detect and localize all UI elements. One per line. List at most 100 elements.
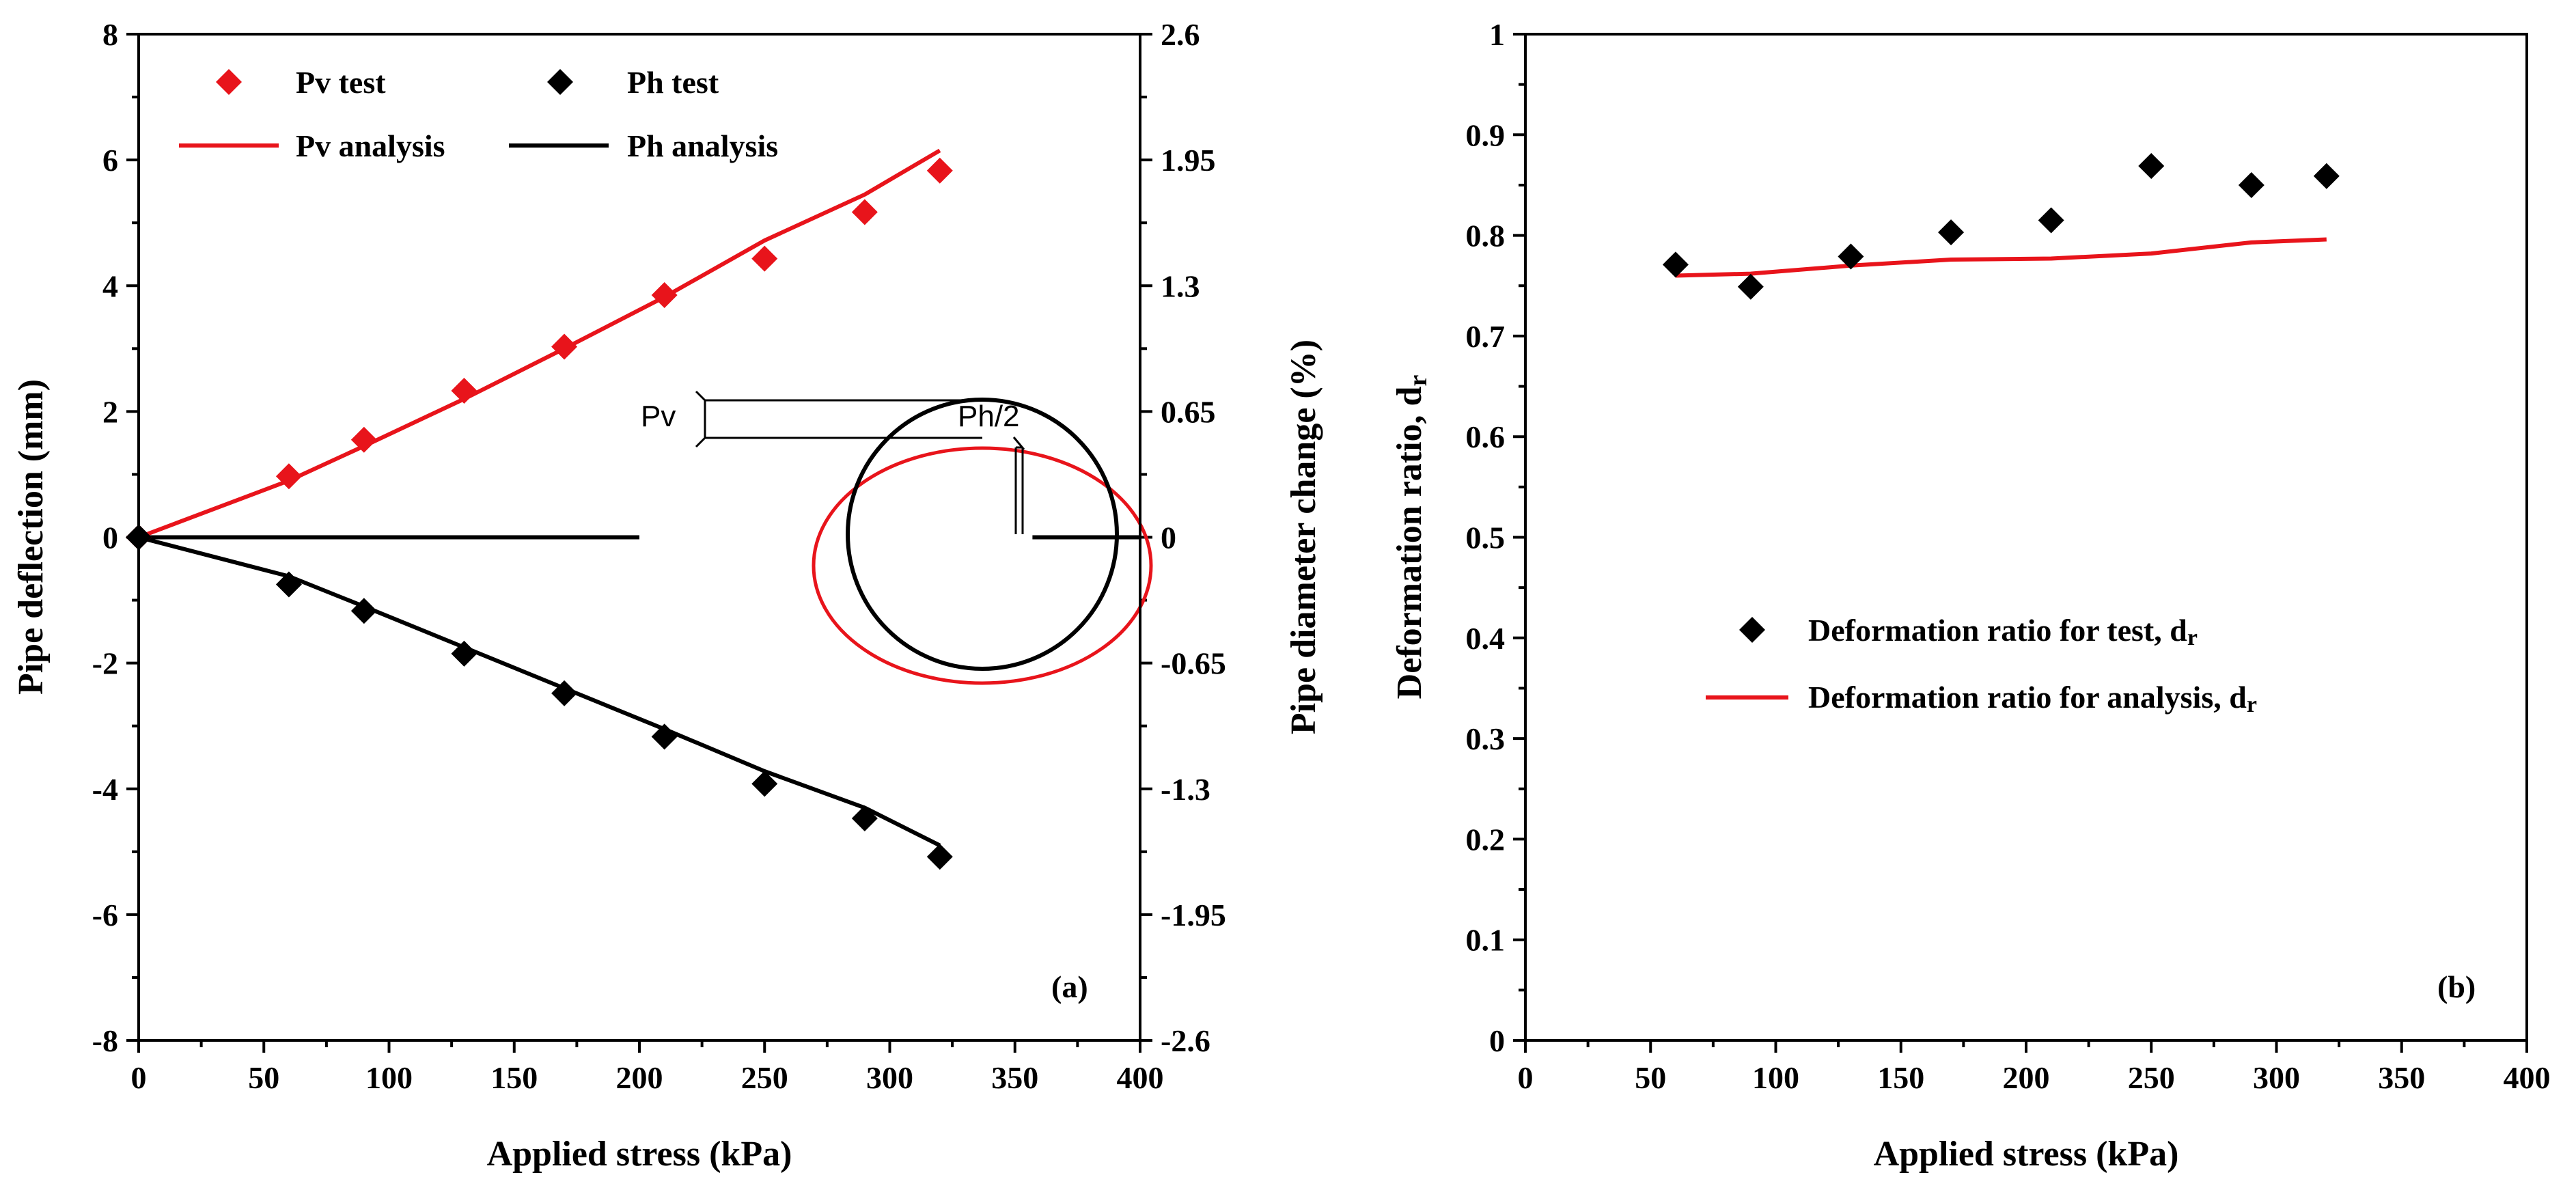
- y-right-tick-label: -0.65: [1161, 646, 1226, 681]
- data-point-ph-test: [451, 640, 477, 667]
- data-point-pv-test: [451, 377, 477, 404]
- y-right-tick-label: -2.6: [1161, 1023, 1210, 1058]
- y-right-tick-label: -1.95: [1161, 898, 1226, 932]
- y-axis-title-b-text: Deformation ratio, d: [1390, 386, 1429, 699]
- y-tick-label: -4: [92, 772, 118, 807]
- legend-label-test-text: Deformation ratio for test, d: [1808, 613, 2187, 648]
- axis-ticks-a: 0 50 100 150 200 250 300 350 400 -8 -6 -4 -2 0 2 4 6 8 -2.…: [92, 17, 1226, 1095]
- y-tick-label: -2: [92, 646, 118, 681]
- data-point-pv-test: [651, 282, 678, 309]
- legend-label-ph-analysis: Ph analysis: [627, 128, 778, 163]
- data-point-ph-test: [651, 723, 678, 750]
- plot-frame-b: [1524, 33, 2528, 1042]
- y-tick-label: 0.3: [1466, 721, 1506, 756]
- y-tick-label: 0.4: [1466, 621, 1506, 656]
- x-axis-title-a: Applied stress (kPa): [487, 1135, 792, 1174]
- chart-panel-b: 0 50 100 150 200 250 300 350 400 0 0.1 0.2 0.3 0.4 0.5…: [1390, 17, 2551, 1174]
- legend-marker-pv-test: [216, 69, 242, 95]
- legend-label-ph-test: Ph test: [627, 65, 719, 100]
- inset-label-ph: Ph/2: [958, 400, 1020, 433]
- data-point-ph-test: [350, 598, 377, 624]
- data-point-ph-test: [751, 771, 778, 797]
- ph-tick: [1012, 437, 1025, 450]
- data-point-deformation-ratio-for-test: [1662, 251, 1689, 278]
- x-tick-label: 50: [248, 1060, 279, 1095]
- x-axis-title-b: Applied stress (kPa): [1874, 1135, 2179, 1174]
- y-tick-label: -6: [92, 898, 118, 932]
- y-axis-title-a: Pipe deflection (mm): [12, 379, 51, 695]
- data-point-ph-test: [926, 844, 953, 870]
- axis-ticks-b: 0 50 100 150 200 250 300 350 400 0 0.1 0.2 0.3 0.4 0.5…: [1466, 17, 2551, 1095]
- y-tick-label: 8: [102, 17, 118, 52]
- legend-label-analysis-text: Deformation ratio for analysis, d: [1808, 680, 2247, 715]
- data-point-pv-test: [551, 333, 578, 360]
- data-point-pv-test: [926, 157, 953, 184]
- y-tick-label: 6: [102, 143, 118, 178]
- y-tick-label: 0: [102, 521, 118, 555]
- y-tick-label: 0.5: [1466, 521, 1506, 555]
- data-point-ph-test: [851, 805, 878, 832]
- deformed-pipe-ellipse: [812, 446, 1153, 685]
- data-point-ph-test: [551, 680, 578, 706]
- y-tick-label: 0.8: [1466, 219, 1506, 253]
- x-tick-label: 100: [365, 1060, 413, 1095]
- y-tick-label: 2: [102, 394, 118, 429]
- legend-b: Deformation ratio for test, dr Deformati…: [1706, 613, 2257, 717]
- y-right-tick-label: 0: [1161, 521, 1176, 555]
- x-tick-label: 200: [616, 1060, 663, 1095]
- data-point-deformation-ratio-for-test: [1938, 219, 1965, 246]
- y-tick-label: 0.7: [1466, 319, 1506, 354]
- legend-label-test-b: Deformation ratio for test, dr: [1808, 613, 2198, 650]
- y-axis-title-b-sub: r: [1404, 375, 1432, 387]
- chart-panel-a: 0 50 100 150 200 250 300 350 400 -8 -6 -4 -2 0 2 4 6 8 -2.…: [12, 17, 1323, 1174]
- data-point-deformation-ratio-for-test: [1737, 273, 1764, 300]
- pv-tick-bottom: [695, 437, 706, 448]
- plot-frame-a: [137, 33, 1141, 1042]
- y-right-tick-label: -1.3: [1161, 772, 1210, 807]
- inset-label-pv: Pv: [641, 400, 676, 433]
- y-tick-label: 0.9: [1466, 117, 1506, 152]
- y-tick-label: 1: [1489, 17, 1505, 52]
- y-tick-label: 0: [1489, 1023, 1505, 1058]
- data-point-deformation-ratio-for-test: [2238, 171, 2265, 198]
- data-point-deformation-ratio-for-test: [2038, 207, 2064, 234]
- x-tick-label: 50: [1635, 1060, 1666, 1095]
- x-tick-label: 200: [2003, 1060, 2050, 1095]
- data-point-pv-test: [851, 199, 878, 225]
- y-tick-label: 0.2: [1466, 822, 1506, 857]
- data-point-pv-test: [350, 426, 377, 453]
- pv-tick-top: [695, 390, 706, 402]
- legend-marker-ph-test: [547, 69, 573, 95]
- legend-a: Pv test Ph test Pv analysis Ph analysis: [179, 65, 778, 163]
- series-line-deformation-ratio-for-analysis: [1675, 237, 2327, 278]
- x-tick-label: 100: [1752, 1060, 1799, 1095]
- pipe-deformation-inset: Pv Ph/2: [641, 390, 1153, 685]
- data-point-deformation-ratio-for-test: [1838, 243, 1864, 270]
- legend-marker-test-b: [1739, 617, 1765, 643]
- y-right-tick-label: 1.3: [1161, 268, 1200, 303]
- x-tick-label: 350: [2378, 1060, 2425, 1095]
- x-tick-label: 350: [991, 1060, 1038, 1095]
- x-tick-label: 150: [1877, 1060, 1924, 1095]
- y-right-tick-label: 0.65: [1161, 394, 1216, 429]
- data-point-pv-test: [751, 245, 778, 272]
- x-tick-label: 0: [131, 1060, 147, 1095]
- y-tick-label: -8: [92, 1023, 118, 1058]
- x-tick-label: 250: [2128, 1060, 2175, 1095]
- data-point-deformation-ratio-for-test: [2313, 163, 2340, 189]
- legend-label-pv-analysis: Pv analysis: [296, 128, 445, 163]
- y-axis-title-right-a: Pipe diameter change (%): [1284, 340, 1323, 734]
- y-axis-title-b: Deformation ratio, dr: [1390, 375, 1432, 700]
- y-right-tick-label: 1.95: [1161, 143, 1216, 178]
- legend-label-pv-test: Pv test: [296, 65, 386, 100]
- data-point-pv-test: [275, 463, 302, 490]
- x-tick-label: 400: [2504, 1060, 2551, 1095]
- x-tick-label: 250: [741, 1060, 788, 1095]
- legend-label-analysis-b: Deformation ratio for analysis, dr: [1808, 680, 2257, 717]
- legend-label-test-sub: r: [2187, 625, 2198, 650]
- y-tick-label: 0.1: [1466, 923, 1506, 958]
- series-b: [1662, 152, 2340, 300]
- x-tick-label: 400: [1117, 1060, 1164, 1095]
- panel-label-a: (a): [1051, 969, 1088, 1004]
